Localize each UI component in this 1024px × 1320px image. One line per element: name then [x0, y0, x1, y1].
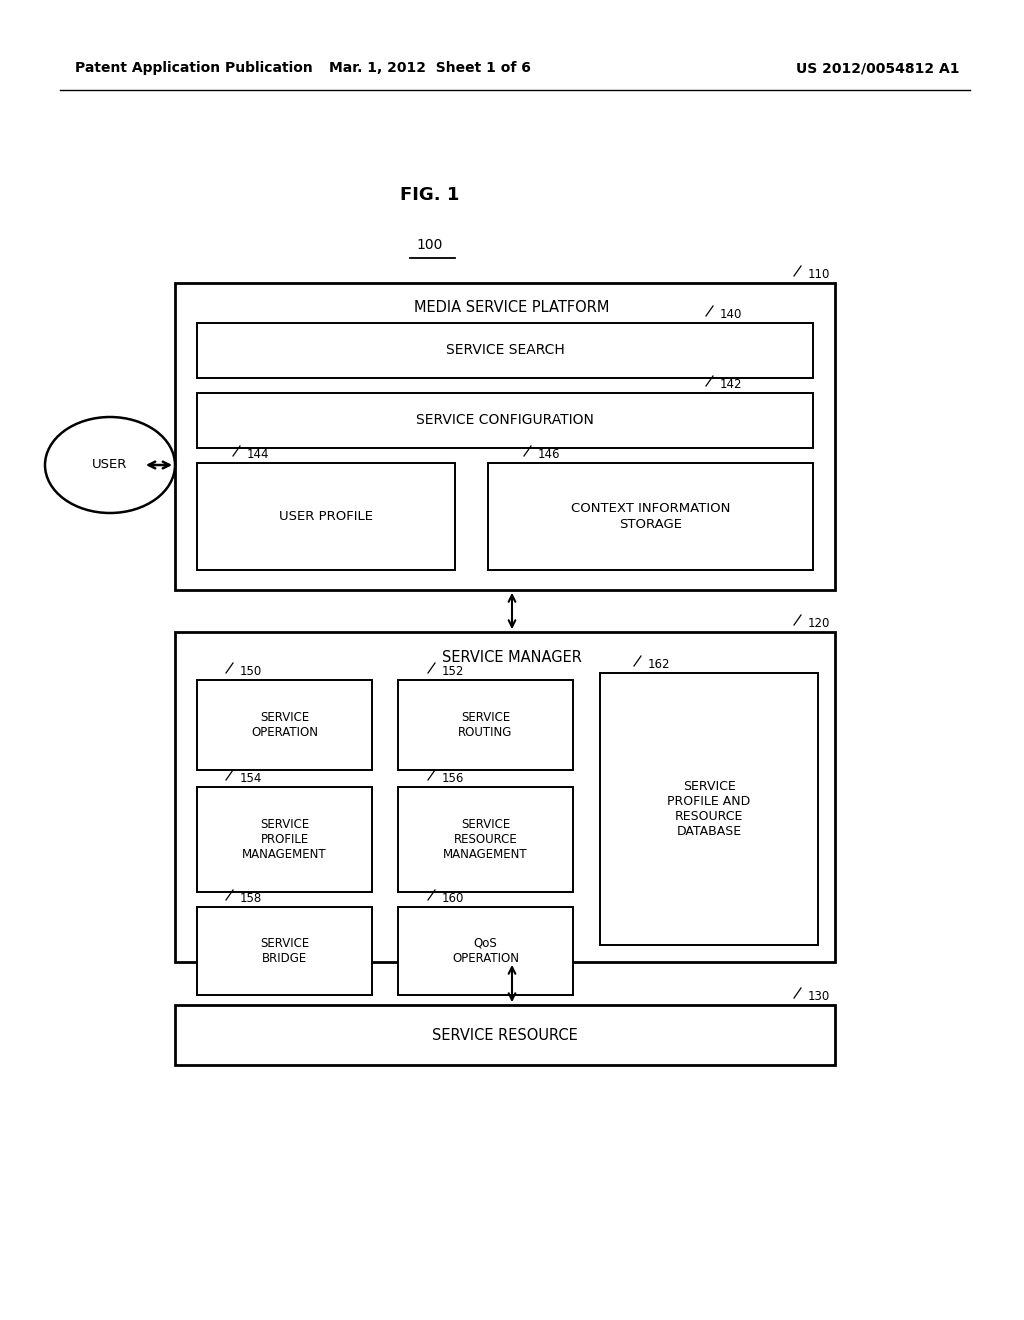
Bar — [197, 680, 372, 770]
Text: Mar. 1, 2012  Sheet 1 of 6: Mar. 1, 2012 Sheet 1 of 6 — [329, 61, 530, 75]
Ellipse shape — [45, 417, 175, 513]
Text: USER PROFILE: USER PROFILE — [279, 510, 373, 523]
Text: 156: 156 — [442, 772, 464, 785]
Text: 140: 140 — [720, 308, 742, 321]
Bar — [197, 463, 455, 570]
Text: 152: 152 — [442, 665, 464, 678]
Text: QoS
OPERATION: QoS OPERATION — [452, 937, 519, 965]
Text: 130: 130 — [808, 990, 830, 1003]
Bar — [197, 323, 813, 378]
Text: 162: 162 — [648, 657, 671, 671]
Text: Patent Application Publication: Patent Application Publication — [75, 61, 312, 75]
Text: 160: 160 — [442, 892, 464, 906]
Text: SERVICE CONFIGURATION: SERVICE CONFIGURATION — [416, 413, 594, 428]
Text: MEDIA SERVICE PLATFORM: MEDIA SERVICE PLATFORM — [415, 301, 609, 315]
Text: 100: 100 — [417, 238, 443, 252]
Bar — [175, 282, 835, 590]
Text: 150: 150 — [240, 665, 262, 678]
Bar — [398, 907, 573, 995]
Text: 146: 146 — [538, 447, 560, 461]
Text: 158: 158 — [240, 892, 262, 906]
Text: 144: 144 — [247, 447, 269, 461]
Bar — [600, 673, 818, 945]
Text: SERVICE MANAGER: SERVICE MANAGER — [442, 651, 582, 665]
Text: 154: 154 — [240, 772, 262, 785]
Bar — [197, 393, 813, 447]
Bar — [488, 463, 813, 570]
Text: SERVICE
PROFILE AND
RESOURCE
DATABASE: SERVICE PROFILE AND RESOURCE DATABASE — [668, 780, 751, 838]
Text: SERVICE
RESOURCE
MANAGEMENT: SERVICE RESOURCE MANAGEMENT — [443, 818, 527, 861]
Bar — [398, 680, 573, 770]
Text: 120: 120 — [808, 616, 830, 630]
Text: FIG. 1: FIG. 1 — [400, 186, 460, 205]
Bar — [197, 787, 372, 892]
Text: SERVICE
PROFILE
MANAGEMENT: SERVICE PROFILE MANAGEMENT — [243, 818, 327, 861]
Bar — [175, 1005, 835, 1065]
Text: US 2012/0054812 A1: US 2012/0054812 A1 — [797, 61, 961, 75]
Bar — [197, 907, 372, 995]
Text: SERVICE
ROUTING: SERVICE ROUTING — [459, 711, 513, 739]
Text: USER: USER — [92, 458, 128, 471]
Text: SERVICE SEARCH: SERVICE SEARCH — [445, 343, 564, 358]
Text: 110: 110 — [808, 268, 830, 281]
Bar — [175, 632, 835, 962]
Bar — [398, 787, 573, 892]
Text: CONTEXT INFORMATION
STORAGE: CONTEXT INFORMATION STORAGE — [570, 503, 730, 531]
Text: 142: 142 — [720, 378, 742, 391]
Text: SERVICE
OPERATION: SERVICE OPERATION — [251, 711, 318, 739]
Text: SERVICE
BRIDGE: SERVICE BRIDGE — [260, 937, 309, 965]
Text: SERVICE RESOURCE: SERVICE RESOURCE — [432, 1027, 578, 1043]
